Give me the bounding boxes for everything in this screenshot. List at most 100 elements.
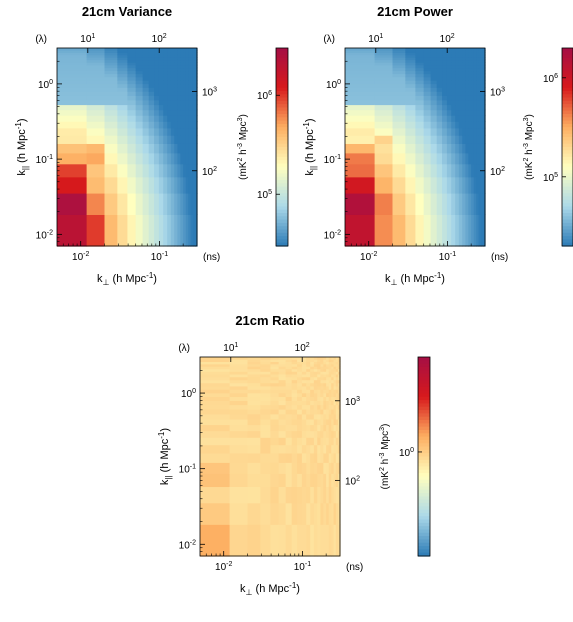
heatmap-cell [328,379,332,384]
heatmap-cell [468,214,472,247]
heatmap-cell [337,400,341,406]
heatmap-cell [163,192,168,215]
heatmap-cell [374,99,394,106]
heatmap-cell [323,462,327,474]
heatmap-cell [192,115,196,122]
heatmap-cell [451,50,456,53]
colorbar-segment [562,143,573,148]
heatmap-cell [104,127,118,136]
colorbar-segment [276,130,288,135]
heatmap-cell [480,83,484,88]
heatmap-cell [270,379,280,384]
heatmap-cell [200,359,231,363]
heatmap-cell [310,382,315,387]
heatmap-cell [333,400,337,406]
heatmap-cell [317,359,321,363]
heatmap-cell [405,57,416,61]
chart-title: 21cm Power [377,4,453,19]
heatmap-cell [326,524,330,557]
heatmap-cell [278,524,287,557]
heatmap-cell [142,121,150,129]
heatmap-cell [185,143,189,154]
heatmap-cell [200,444,231,454]
colorbar-segment [276,133,288,138]
heatmap-cell [306,357,311,360]
heatmap-cell [471,70,475,75]
heatmap-cell [194,143,198,154]
heatmap-cell [468,64,472,69]
heatmap-cell [423,95,432,101]
heatmap-cell [423,76,432,81]
heatmap-cell [297,486,303,504]
heatmap-cell [446,121,452,129]
heatmap-cell [86,99,106,106]
heatmap-cell [291,409,298,415]
heatmap-cell [405,91,416,96]
heatmap-cell [335,392,339,398]
heatmap-cell [442,67,448,72]
colorbar-segment [276,74,288,79]
heatmap-cell [326,413,330,420]
colorbar-segment [418,529,430,534]
heatmap-cell [328,424,332,432]
heatmap-cell [423,135,432,144]
heatmap-cell [478,152,482,165]
heatmap-cell [200,357,231,360]
heatmap-cell [167,83,172,88]
heatmap-cell [335,404,339,410]
heatmap-cell [200,437,231,446]
heatmap-cell [148,214,155,247]
heatmap-cell [468,104,472,111]
heatmap-cell [451,64,456,69]
heatmap-cell [297,385,303,390]
heatmap-cell [177,70,181,75]
heatmap-cell [323,486,327,504]
heatmap-cell [465,192,469,215]
heatmap-cell [148,176,155,194]
x-tick-label: 10-2 [72,251,89,263]
heatmap-cell [320,444,324,454]
heatmap-cell [86,104,106,111]
heatmap-cell [163,80,168,85]
heatmap-cell [473,54,477,58]
heatmap-cell [317,389,321,394]
heatmap-cell [310,413,315,420]
heatmap-cell [177,57,181,61]
colorbar-segment [562,133,573,138]
heatmap-cell [328,444,332,454]
colorbar-tick-label: 105 [257,189,272,201]
heatmap-cell [468,192,472,215]
colorbar-segment [562,229,573,234]
heatmap-cell [163,95,168,101]
colorbar-segment [276,71,288,75]
heatmap-cell [451,73,456,78]
heatmap-cell [57,121,88,129]
colorbar-segment [418,373,430,378]
heatmap-cell [260,396,271,401]
heatmap-cell [455,135,460,144]
heatmap-cell [142,48,150,51]
heatmap-cell [190,50,194,53]
heatmap-cell [177,115,181,122]
heatmap-cell [170,76,175,81]
colorbar-segment [418,542,430,547]
heatmap-cell [430,73,438,78]
heatmap-cell [328,357,332,360]
heatmap-cell [278,389,287,394]
heatmap-cell [148,127,155,136]
heatmap-cell [451,143,456,154]
heatmap-cell [328,396,332,401]
heatmap-cell [188,48,192,51]
heatmap-cell [310,379,315,384]
heatmap-cell [167,127,172,136]
colorbar-segment [418,546,430,550]
heatmap-cell [458,104,463,111]
heatmap-cell [451,135,456,144]
heatmap-cell [148,115,155,122]
heatmap-cell [331,389,335,394]
heatmap-cell [333,385,337,390]
heatmap-cell [177,67,181,72]
heatmap-cell [415,70,425,75]
heatmap-cell [392,176,406,194]
